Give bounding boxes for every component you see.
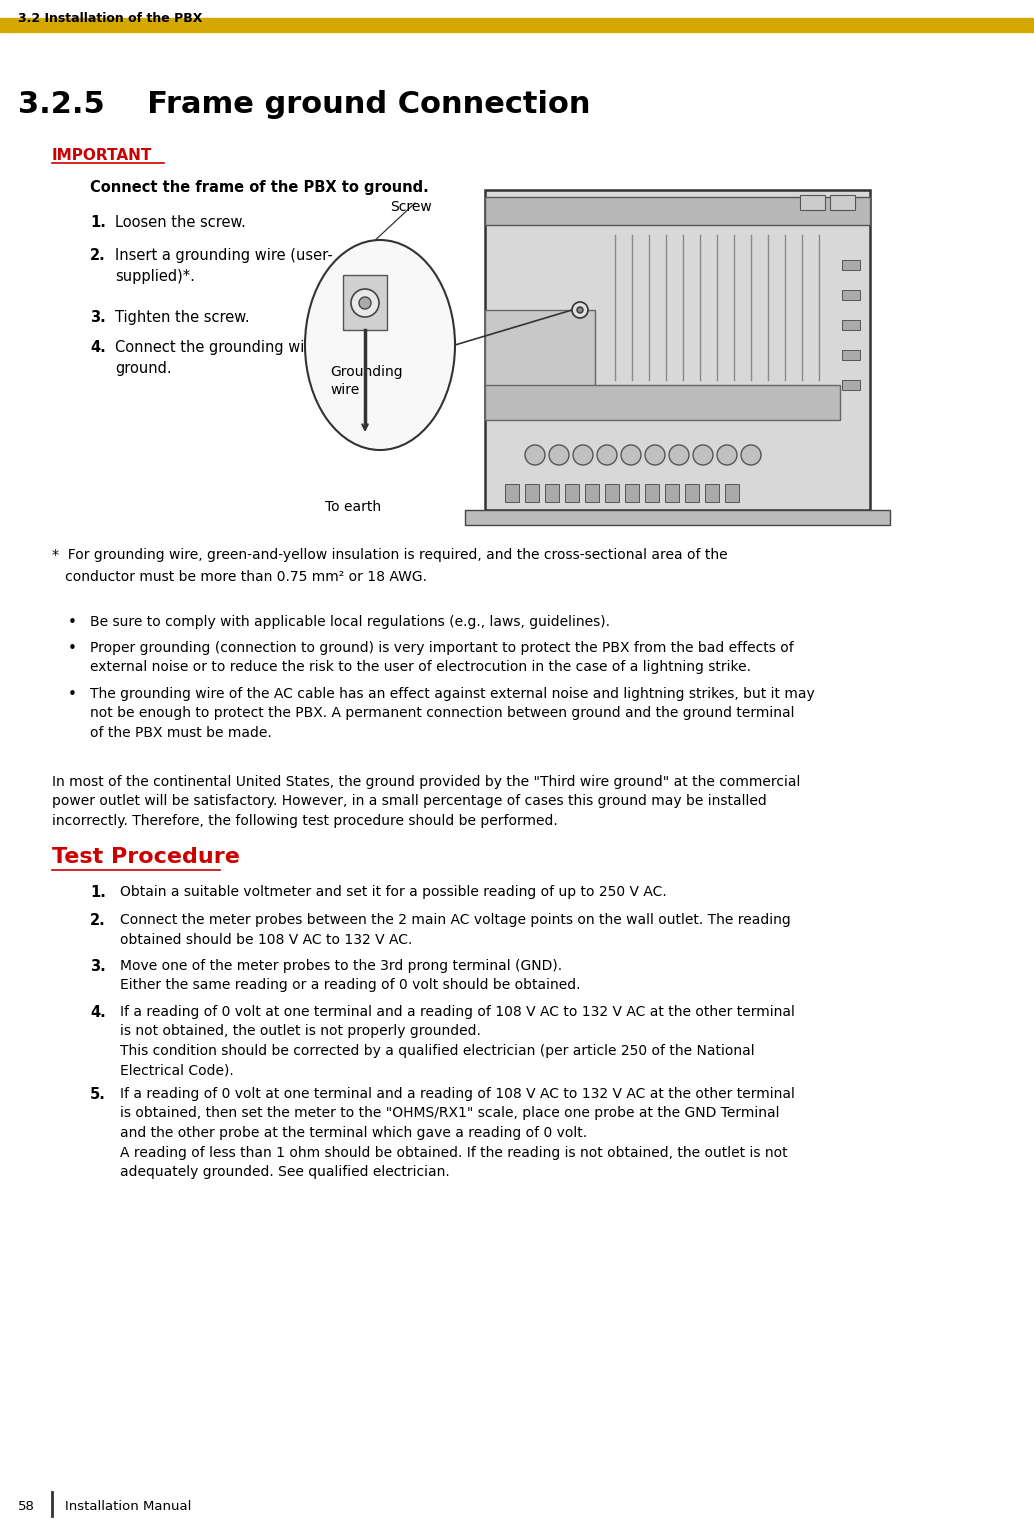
Text: In most of the continental United States, the ground provided by the "Third wire: In most of the continental United States… (52, 775, 800, 828)
Circle shape (717, 445, 737, 465)
Bar (842, 349, 860, 360)
Text: 3.2 Installation of the PBX: 3.2 Installation of the PBX (18, 12, 203, 24)
Text: Installation Manual: Installation Manual (65, 1499, 191, 1513)
Text: 1.: 1. (90, 216, 105, 229)
Circle shape (693, 445, 713, 465)
Text: 2.: 2. (90, 913, 105, 928)
Text: Connect the frame of the PBX to ground.: Connect the frame of the PBX to ground. (90, 179, 429, 194)
Circle shape (597, 445, 617, 465)
Bar (585, 485, 599, 501)
Text: The grounding wire of the AC cable has an effect against external noise and ligh: The grounding wire of the AC cable has a… (90, 687, 815, 740)
Bar (685, 485, 699, 501)
Bar (625, 485, 639, 501)
Circle shape (577, 307, 583, 313)
Text: Screw: Screw (390, 201, 432, 214)
Text: 2.: 2. (90, 248, 105, 263)
Bar (505, 485, 519, 501)
Bar (605, 485, 619, 501)
Circle shape (645, 445, 665, 465)
Text: 4.: 4. (90, 1006, 105, 1019)
Bar (545, 485, 559, 501)
Bar (842, 290, 860, 299)
Bar (705, 485, 719, 501)
Text: Loosen the screw.: Loosen the screw. (115, 216, 246, 229)
Text: •: • (68, 615, 77, 630)
Text: Test Procedure: Test Procedure (52, 848, 240, 867)
Text: 1.: 1. (90, 886, 105, 899)
Text: 4.: 4. (90, 340, 105, 355)
Text: Connect the meter probes between the 2 main AC voltage points on the wall outlet: Connect the meter probes between the 2 m… (120, 913, 791, 946)
Text: •: • (68, 641, 77, 656)
Bar (800, 194, 825, 210)
Bar (842, 260, 860, 270)
Bar (0, 18, 1034, 32)
Text: To earth: To earth (325, 500, 382, 513)
Circle shape (669, 445, 689, 465)
Bar (465, 510, 890, 526)
Bar (525, 485, 539, 501)
Bar (565, 485, 579, 501)
Text: conductor must be more than 0.75 mm² or 18 AWG.: conductor must be more than 0.75 mm² or … (52, 570, 427, 583)
Bar (830, 194, 855, 210)
Text: IMPORTANT: IMPORTANT (52, 147, 152, 163)
Bar (343, 275, 387, 330)
Bar (485, 197, 870, 225)
Bar (485, 310, 595, 410)
Bar (842, 380, 860, 390)
Circle shape (549, 445, 569, 465)
Text: If a reading of 0 volt at one terminal and a reading of 108 V AC to 132 V AC at : If a reading of 0 volt at one terminal a… (120, 1006, 795, 1077)
Text: 3.: 3. (90, 958, 105, 974)
Text: 5.: 5. (90, 1088, 105, 1101)
Circle shape (741, 445, 761, 465)
Ellipse shape (305, 240, 455, 450)
Text: Obtain a suitable voltmeter and set it for a possible reading of up to 250 V AC.: Obtain a suitable voltmeter and set it f… (120, 886, 667, 899)
Bar (725, 485, 739, 501)
Text: Tighten the screw.: Tighten the screw. (115, 310, 249, 325)
Text: *  For grounding wire, green-and-yellow insulation is required, and the cross-se: * For grounding wire, green-and-yellow i… (52, 548, 728, 562)
Bar (665, 485, 679, 501)
Text: Be sure to comply with applicable local regulations (e.g., laws, guidelines).: Be sure to comply with applicable local … (90, 615, 610, 629)
Text: •: • (68, 687, 77, 702)
Text: Insert a grounding wire (user-
supplied)*.: Insert a grounding wire (user- supplied)… (115, 248, 333, 284)
Text: 3.: 3. (90, 310, 105, 325)
Text: Grounding
wire: Grounding wire (330, 365, 402, 398)
Bar (645, 485, 659, 501)
Text: 3.2.5    Frame ground Connection: 3.2.5 Frame ground Connection (18, 90, 590, 118)
Circle shape (572, 302, 588, 317)
Bar (485, 384, 840, 419)
Circle shape (621, 445, 641, 465)
Bar (485, 190, 870, 510)
Text: Connect the grounding wire to
ground.: Connect the grounding wire to ground. (115, 340, 338, 377)
Circle shape (573, 445, 594, 465)
Text: Proper grounding (connection to ground) is very important to protect the PBX fro: Proper grounding (connection to ground) … (90, 641, 794, 674)
Circle shape (359, 298, 371, 308)
Circle shape (525, 445, 545, 465)
Bar (842, 321, 860, 330)
Text: Move one of the meter probes to the 3rd prong terminal (GND).
Either the same re: Move one of the meter probes to the 3rd … (120, 958, 580, 992)
Circle shape (351, 289, 379, 317)
Text: 58: 58 (18, 1499, 35, 1513)
Text: If a reading of 0 volt at one terminal and a reading of 108 V AC to 132 V AC at : If a reading of 0 volt at one terminal a… (120, 1088, 795, 1179)
